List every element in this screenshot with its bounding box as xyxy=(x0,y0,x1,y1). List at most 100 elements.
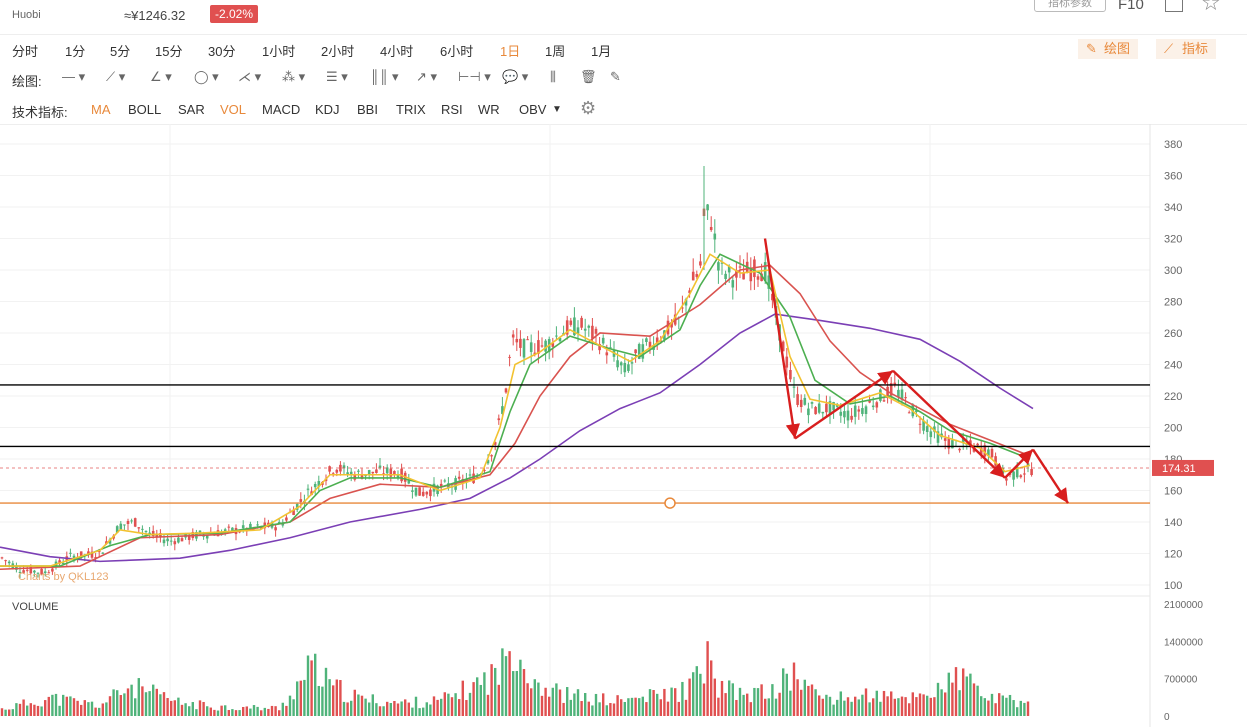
period-timeshare[interactable]: 分时 xyxy=(12,44,39,59)
volume-bar xyxy=(674,688,677,716)
volume-bar xyxy=(83,700,86,716)
candle-body xyxy=(583,328,587,331)
volume-bar xyxy=(371,694,374,716)
volume-bar xyxy=(800,689,803,716)
ind-bbi[interactable]: BBI xyxy=(357,102,378,117)
candle-body xyxy=(616,360,619,368)
candle-body xyxy=(544,340,547,352)
zigzag-icon[interactable]: ⋌ ▾ xyxy=(238,69,262,84)
f10-button[interactable]: F10 xyxy=(1118,0,1144,13)
horizontal-line-icon[interactable]: — ▾ xyxy=(62,69,86,84)
volume-bar xyxy=(216,710,220,716)
trash-icon[interactable]: 🗑 xyxy=(580,69,597,84)
candle-body xyxy=(18,571,22,573)
period-1w[interactable]: 1周 xyxy=(545,44,566,59)
arrow-icon[interactable]: ↗ ▾ xyxy=(416,69,438,84)
trend-arrow[interactable] xyxy=(794,369,894,440)
ind-ma[interactable]: MA xyxy=(91,102,111,117)
segment-icon[interactable]: ⟋ ▾ xyxy=(106,69,126,84)
volume-bar xyxy=(342,701,346,716)
volume-bar xyxy=(87,702,90,716)
ind-macd[interactable]: MACD xyxy=(262,102,301,117)
obv-dropdown-icon[interactable]: ▼ xyxy=(552,104,562,115)
erase-pen-icon[interactable]: ✎ xyxy=(610,69,621,84)
comment-icon[interactable]: 💬 ▾ xyxy=(502,69,529,84)
fullscreen-icon[interactable] xyxy=(1165,0,1183,12)
candle-body xyxy=(0,557,4,559)
fib-icon[interactable]: ☰ ▾ xyxy=(326,69,348,84)
level-handle[interactable] xyxy=(664,497,676,509)
candle-body xyxy=(256,524,259,526)
candle-body xyxy=(529,342,533,352)
period-1h[interactable]: 1小时 xyxy=(262,44,296,59)
ind-trix[interactable]: TRIX xyxy=(396,102,426,117)
candle-body xyxy=(879,389,882,401)
measure-icon[interactable]: ⊢⊣ ▾ xyxy=(458,69,491,84)
period-1d[interactable]: 1日 xyxy=(500,44,521,59)
channel-icon[interactable]: ║║ ▾ xyxy=(370,69,399,84)
ind-wr[interactable]: WR xyxy=(478,102,500,117)
indicator-button[interactable]: ⟋ 指标 xyxy=(1156,39,1217,59)
candle-body xyxy=(94,557,97,559)
volume-bar xyxy=(591,705,594,716)
volume-bar xyxy=(101,703,104,716)
candlestick-chart[interactable]: 1001201401601802002202402602803003203403… xyxy=(0,124,1247,727)
period-6h[interactable]: 6小时 xyxy=(440,44,474,59)
volume-bar xyxy=(4,709,7,716)
period-5m[interactable]: 5分 xyxy=(110,44,131,59)
draw-button[interactable]: ✎ 绘图 xyxy=(1078,39,1139,59)
gear-icon[interactable]: ⚙ xyxy=(580,98,597,118)
volume-bar xyxy=(958,690,961,716)
period-4h[interactable]: 4小时 xyxy=(380,44,414,59)
ind-vol[interactable]: VOL xyxy=(220,102,247,117)
period-30m[interactable]: 30分 xyxy=(208,44,236,59)
param-button[interactable]: 指标参数 xyxy=(1034,0,1106,12)
ray-icon[interactable]: ∠ ▾ xyxy=(150,69,172,84)
candle-body xyxy=(699,261,702,266)
price-tick-label: 140 xyxy=(1164,517,1182,529)
volume-bar xyxy=(393,700,396,716)
candle-body xyxy=(749,268,753,282)
ind-sar[interactable]: SAR xyxy=(178,102,205,117)
candle-body xyxy=(371,471,375,474)
candle-body xyxy=(7,561,11,564)
volume-bar xyxy=(116,690,119,716)
ind-boll[interactable]: BOLL xyxy=(128,102,162,117)
candle-body xyxy=(295,503,299,510)
volume-bar xyxy=(191,702,194,716)
period-1mo[interactable]: 1月 xyxy=(591,44,612,59)
pattern-icon[interactable]: ⁂ ▾ xyxy=(282,69,306,84)
circle-icon[interactable]: ◯ ▾ xyxy=(194,69,219,84)
candle-body xyxy=(828,401,832,415)
exchange-name: Huobi xyxy=(12,9,41,21)
candle-body xyxy=(519,338,522,348)
candle-icon[interactable]: ⫼ xyxy=(550,69,556,84)
volume-bar xyxy=(742,694,745,716)
trend-arrow[interactable] xyxy=(763,238,800,439)
candle-body xyxy=(789,370,792,380)
volume-bar xyxy=(188,706,191,716)
volume-bar xyxy=(350,700,353,716)
price-tick-label: 200 xyxy=(1164,423,1182,435)
period-2h[interactable]: 2小时 xyxy=(321,44,355,59)
candle-body xyxy=(889,383,893,396)
candle-body xyxy=(785,356,789,368)
ma10-line xyxy=(0,253,1031,567)
volume-bar xyxy=(879,701,882,716)
trend-arrow[interactable] xyxy=(1004,448,1034,479)
ind-obv[interactable]: OBV xyxy=(519,102,547,117)
ind-rsi[interactable]: RSI xyxy=(441,102,463,117)
price-tick-label: 240 xyxy=(1164,360,1182,372)
volume-bar xyxy=(756,688,760,716)
period-15m[interactable]: 15分 xyxy=(155,44,183,59)
volume-bar xyxy=(206,706,209,716)
trend-arrow[interactable] xyxy=(892,369,1006,479)
volume-bar xyxy=(278,710,281,716)
period-1m[interactable]: 1分 xyxy=(65,44,86,59)
ind-kdj[interactable]: KDJ xyxy=(315,102,340,117)
volume-bar xyxy=(512,671,515,716)
star-icon[interactable]: ☆ xyxy=(1201,0,1221,15)
volume-bar xyxy=(530,688,533,716)
trend-arrow[interactable] xyxy=(1031,448,1070,504)
volume-bar xyxy=(1016,707,1019,716)
